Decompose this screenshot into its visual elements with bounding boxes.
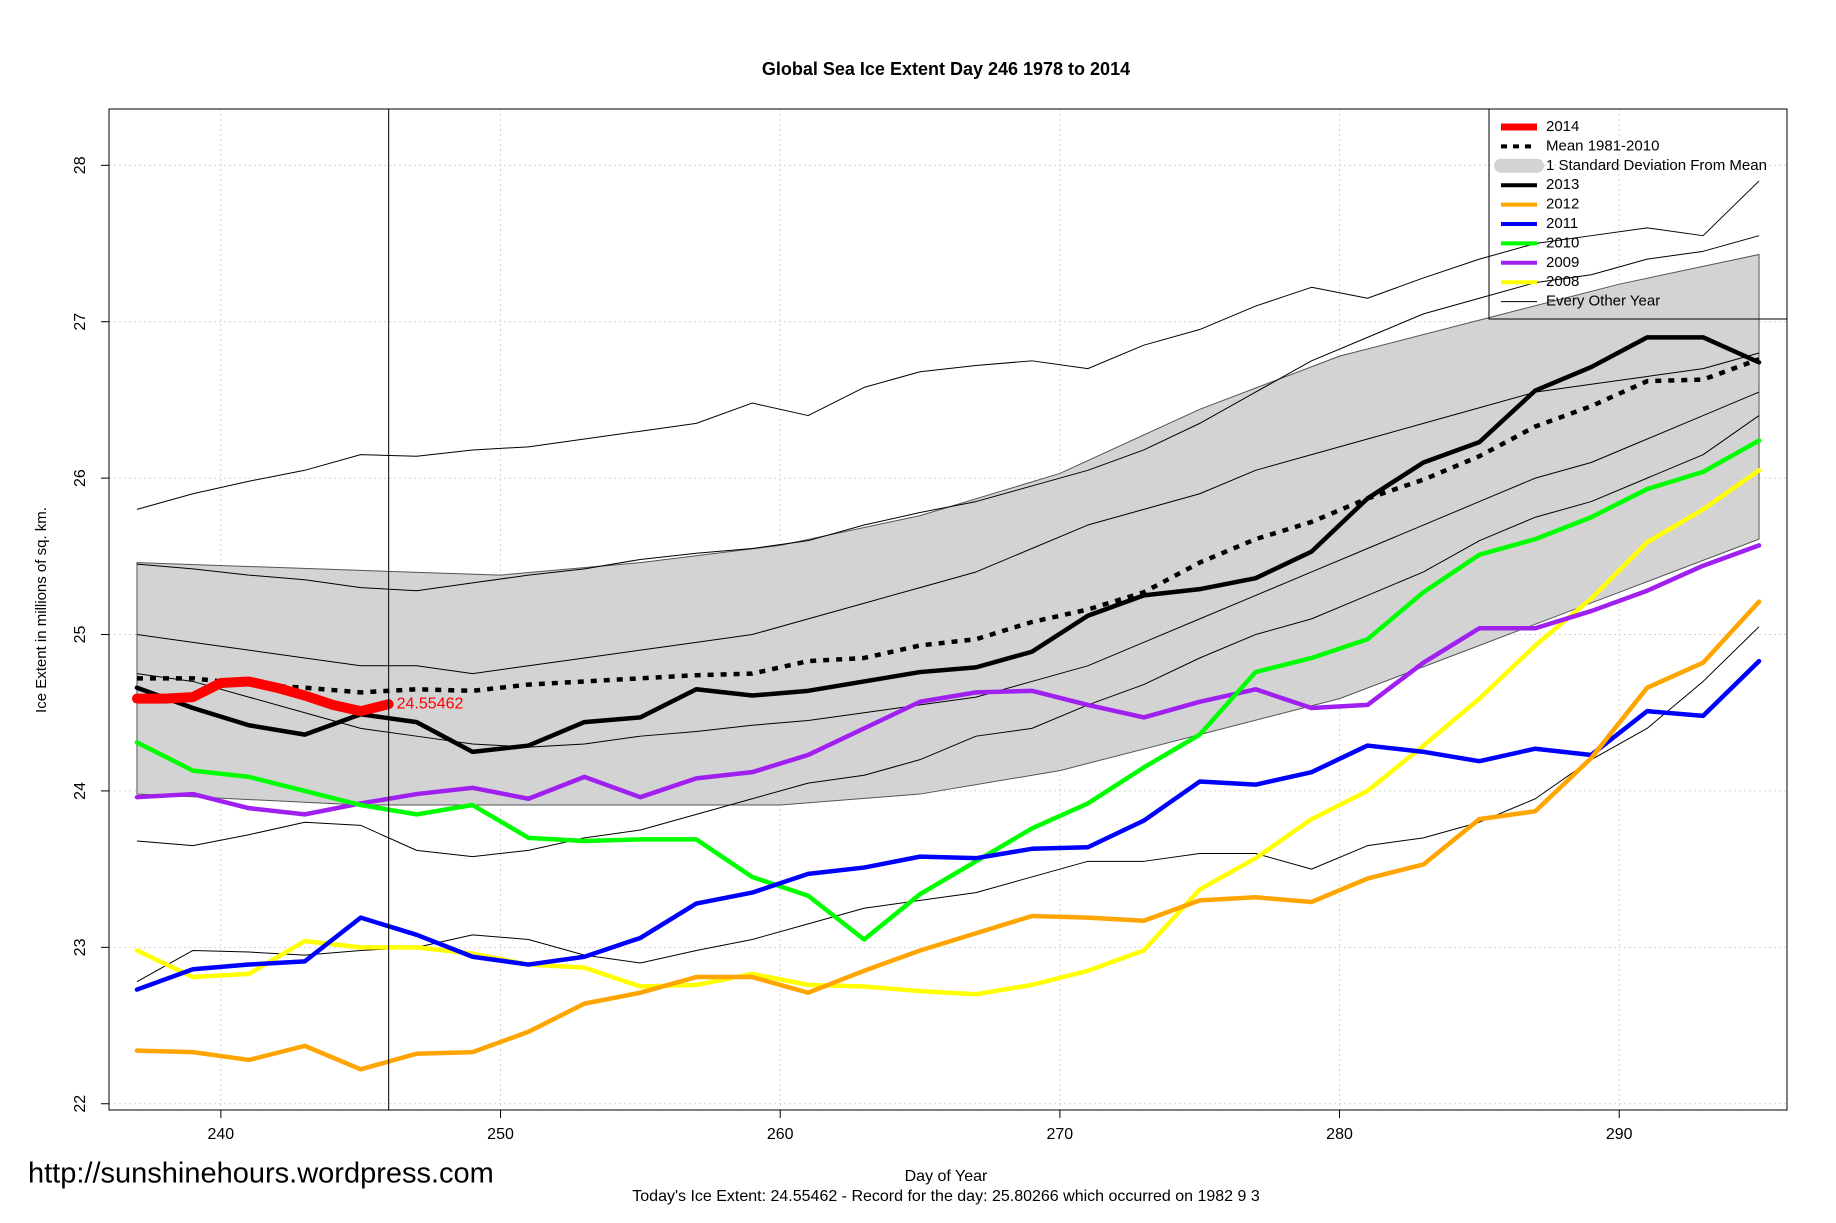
legend-label: 1 Standard Deviation From Mean: [1546, 157, 1767, 174]
series-line: [131, 676, 394, 717]
y-tick-label: 28: [72, 156, 89, 174]
series-line: [136, 357, 1760, 695]
series-line: [134, 438, 1762, 942]
legend-label: 2008: [1546, 273, 1579, 290]
legend-label: 2011: [1546, 215, 1578, 232]
x-tick-label: 260: [767, 1126, 794, 1143]
series-line: [134, 543, 1762, 817]
annotation: 24.55462: [397, 695, 464, 712]
watermark: http://sunshinehours.wordpress.com: [28, 1158, 494, 1190]
legend-label: 2013: [1546, 176, 1579, 193]
series-line: [134, 335, 1762, 755]
other-year-line: [136, 352, 1760, 675]
plot-frame: [108, 108, 1788, 1111]
y-tick-label: 26: [72, 469, 89, 487]
std-band: [136, 253, 1760, 806]
x-tick-label: 280: [1326, 1126, 1353, 1143]
other-year-line: [136, 415, 1760, 858]
x-tick-label: 270: [1047, 1126, 1074, 1143]
series-line: [134, 599, 1762, 1072]
series-line: [134, 658, 1762, 992]
other-year-line: [136, 391, 1760, 748]
y-tick-label: 22: [72, 1095, 89, 1113]
x-tick-label: 240: [208, 1126, 235, 1143]
x-tick-label: 250: [487, 1126, 514, 1143]
legend-label: Mean 1981-2010: [1546, 137, 1659, 154]
legend-box: [1488, 108, 1788, 320]
legend-label: 2014: [1546, 118, 1579, 135]
legend-label: Every Other Year: [1546, 293, 1660, 310]
y-tick-label: 23: [72, 938, 89, 956]
y-axis-label: Ice Extent in millions of sq. km.: [33, 507, 50, 713]
y-tick-label: 24: [72, 782, 89, 800]
x-axis-label: Day of Year: [905, 1168, 988, 1185]
subtitle: Today's Ice Extent: 24.55462 - Record fo…: [632, 1188, 1260, 1205]
chart-title: Global Sea Ice Extent Day 246 1978 to 20…: [762, 59, 1130, 79]
legend-label: 2010: [1546, 234, 1579, 251]
y-tick-label: 27: [72, 313, 89, 331]
legend-label: 2009: [1546, 254, 1579, 271]
legend-label: 2012: [1546, 196, 1579, 213]
y-tick-label: 25: [72, 626, 89, 644]
series-line: [134, 468, 1762, 997]
x-tick-label: 290: [1606, 1126, 1633, 1143]
